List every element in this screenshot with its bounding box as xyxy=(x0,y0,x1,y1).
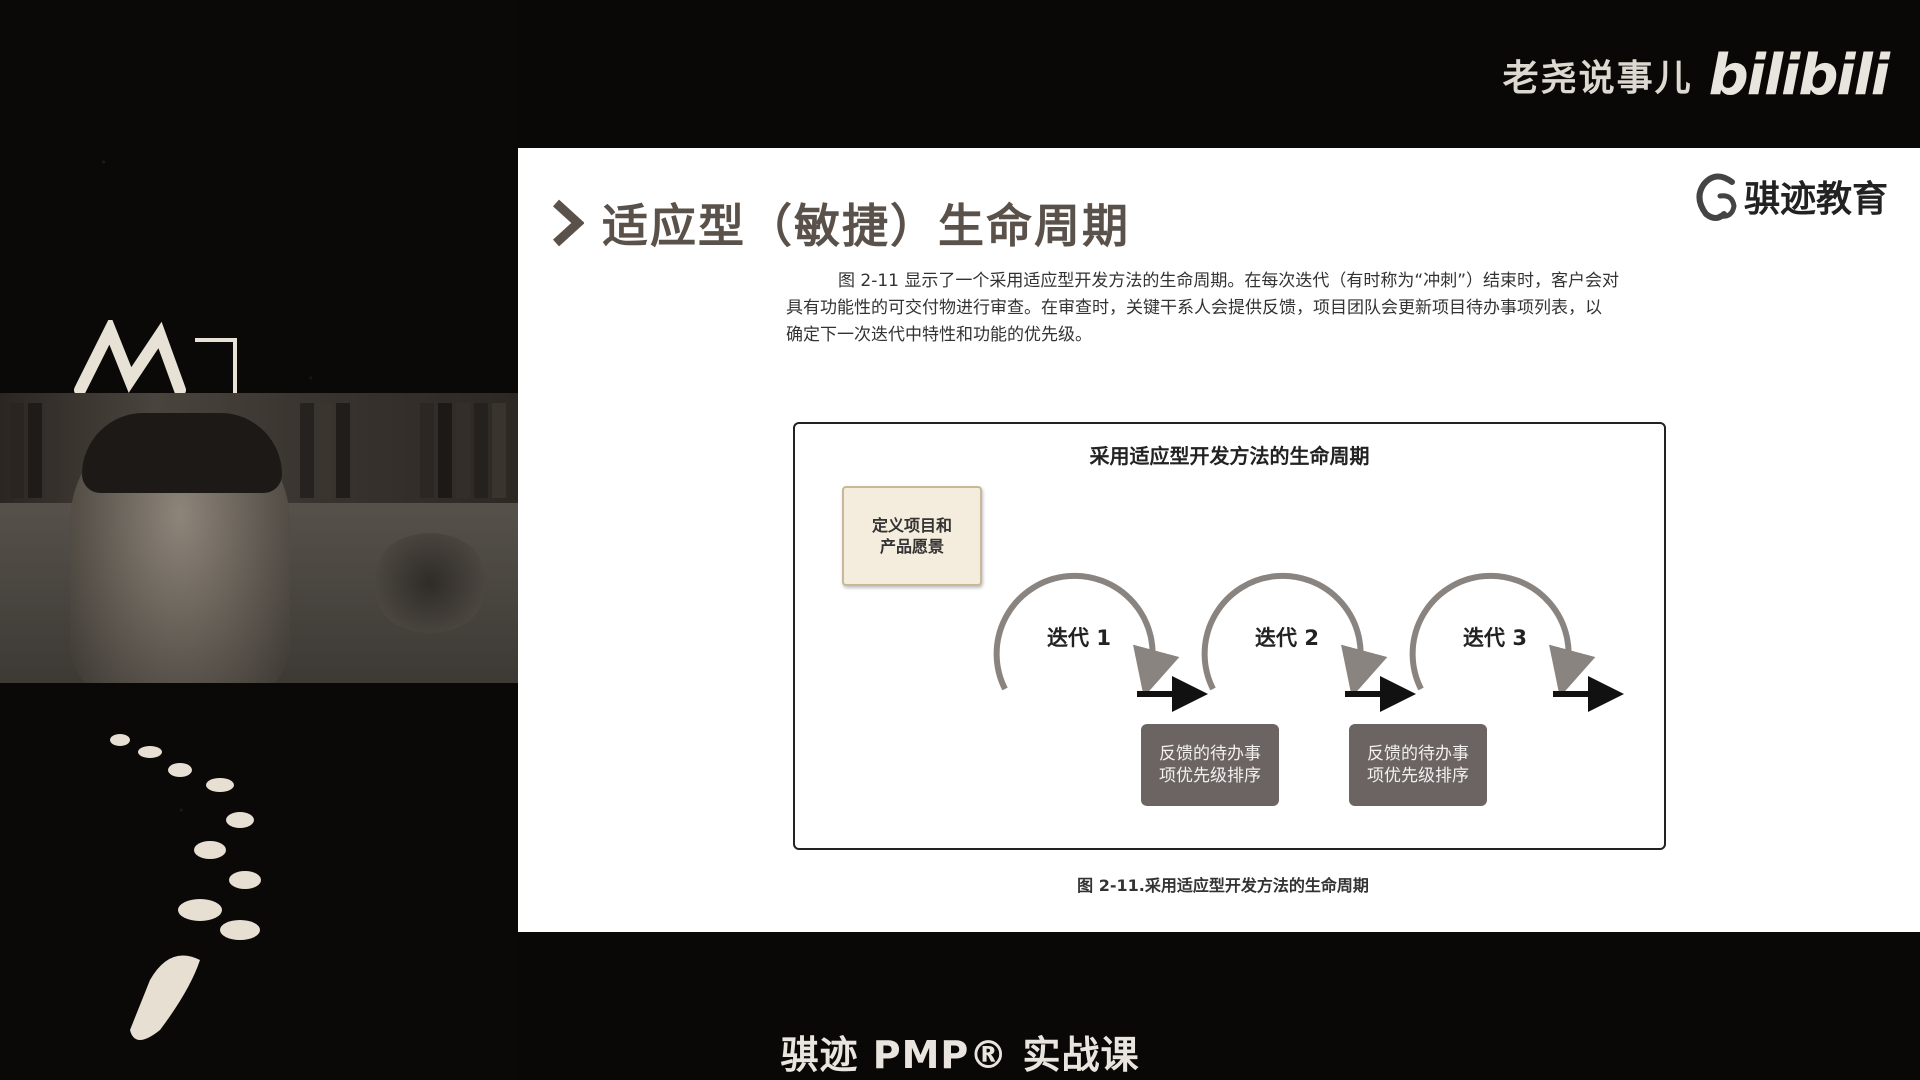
backlog-line: 项优先级排序 xyxy=(1159,766,1261,786)
presenter-webcam xyxy=(0,393,518,683)
plant xyxy=(370,533,490,633)
book xyxy=(46,403,60,498)
book xyxy=(420,403,434,498)
chevron-right-icon xyxy=(552,199,584,247)
presentation-slide: 适应型（敏捷）生命周期 骐迹教育 图 2-11 显示了一个采用适应型开发方法的生… xyxy=(518,148,1920,932)
vision-line: 产品愿景 xyxy=(879,537,944,556)
figure-caption: 图 2-11.采用适应型开发方法的生命周期 xyxy=(1077,876,1369,895)
iteration-cycle-2 xyxy=(1201,572,1388,698)
backlog-line: 反馈的待办事 xyxy=(1367,744,1469,764)
book xyxy=(456,403,470,498)
bilibili-logo: bilibili xyxy=(1708,42,1890,108)
calligraphy-decoration xyxy=(74,320,237,396)
org-name: 骐迹教育 xyxy=(1743,179,1888,220)
description-line: 具有功能性的可交付物进行审查。在审查时，关键干系人会提供反馈，项目团队会更新项目… xyxy=(786,298,1602,318)
iteration-label-1: 迭代 1 xyxy=(1047,626,1111,650)
book xyxy=(28,403,42,498)
backlog-box-1: 反馈的待办事 项优先级排序 xyxy=(1141,724,1279,806)
description-line: 图 2-11 显示了一个采用适应型开发方法的生命周期。在每次迭代（有时称为“冲刺… xyxy=(838,271,1620,291)
vision-line: 定义项目和 xyxy=(871,516,952,535)
book xyxy=(318,403,332,498)
uploader-name: 老尧说事儿 xyxy=(1502,58,1693,99)
iteration-label-2: 迭代 2 xyxy=(1255,626,1319,650)
slide-title-text: 适应型（敏捷）生命周期 xyxy=(602,199,1130,253)
slide-description: 图 2-11 显示了一个采用适应型开发方法的生命周期。在每次迭代（有时称为“冲刺… xyxy=(786,268,1676,349)
slide-title: 适应型（敏捷）生命周期 xyxy=(550,190,1130,256)
book xyxy=(474,403,488,498)
presenter-hair xyxy=(82,413,282,493)
iteration-arrows xyxy=(993,572,1624,712)
book xyxy=(300,403,314,498)
org-logo-mark-icon xyxy=(1696,173,1737,221)
vision-box: 定义项目和 产品愿景 xyxy=(842,486,982,586)
footprints-decoration xyxy=(110,734,261,1040)
book xyxy=(10,403,24,498)
lifecycle-diagram: 采用适应型开发方法的生命周期 定义项目和 产品愿景 迭代 1 迭代 2 迭代 3… xyxy=(793,422,1666,850)
iteration-label-3: 迭代 3 xyxy=(1463,626,1527,650)
iteration-cycle-1 xyxy=(993,572,1180,698)
book xyxy=(438,403,452,498)
backlog-line: 反馈的待办事 xyxy=(1159,744,1261,764)
channel-brand: 老尧说事儿 bilibili xyxy=(1502,40,1890,110)
org-logo: 骐迹教育 xyxy=(1694,170,1888,222)
book xyxy=(336,403,350,498)
book xyxy=(492,403,506,498)
iteration-cycle-3 xyxy=(1409,572,1596,698)
description-line: 确定下一次迭代中特性和功能的优先级。 xyxy=(786,325,1092,345)
course-title: 骐迹 PMP® 实战课 xyxy=(780,1033,1140,1077)
backlog-line: 项优先级排序 xyxy=(1367,766,1469,786)
backlog-box-2: 反馈的待办事 项优先级排序 xyxy=(1349,724,1487,806)
diagram-title: 采用适应型开发方法的生命周期 xyxy=(1089,444,1370,468)
